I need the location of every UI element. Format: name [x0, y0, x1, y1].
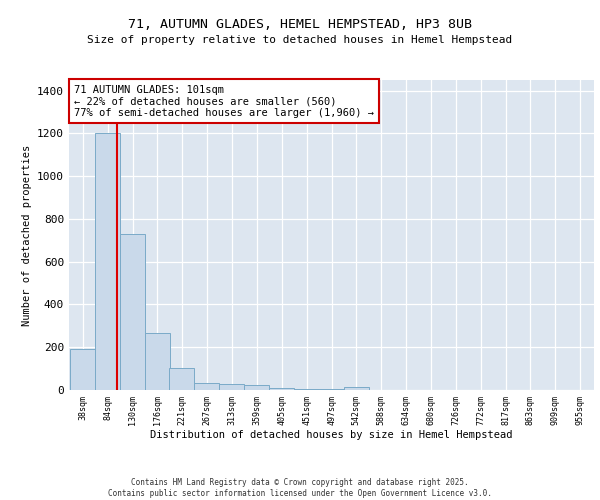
Y-axis label: Number of detached properties: Number of detached properties — [22, 144, 32, 326]
Bar — [220, 384, 244, 390]
Text: Contains HM Land Registry data © Crown copyright and database right 2025.
Contai: Contains HM Land Registry data © Crown c… — [108, 478, 492, 498]
Bar — [169, 368, 194, 390]
Bar — [70, 350, 95, 390]
Bar — [269, 388, 295, 390]
Bar — [344, 387, 368, 390]
Bar — [244, 386, 269, 390]
Bar — [120, 234, 145, 390]
Text: 71 AUTUMN GLADES: 101sqm
← 22% of detached houses are smaller (560)
77% of semi-: 71 AUTUMN GLADES: 101sqm ← 22% of detach… — [74, 84, 374, 118]
Bar — [194, 382, 220, 390]
X-axis label: Distribution of detached houses by size in Hemel Hempstead: Distribution of detached houses by size … — [150, 430, 513, 440]
Bar — [295, 389, 319, 390]
Bar — [95, 134, 120, 390]
Text: 71, AUTUMN GLADES, HEMEL HEMPSTEAD, HP3 8UB: 71, AUTUMN GLADES, HEMEL HEMPSTEAD, HP3 … — [128, 18, 472, 30]
Bar — [145, 332, 170, 390]
Text: Size of property relative to detached houses in Hemel Hempstead: Size of property relative to detached ho… — [88, 35, 512, 45]
